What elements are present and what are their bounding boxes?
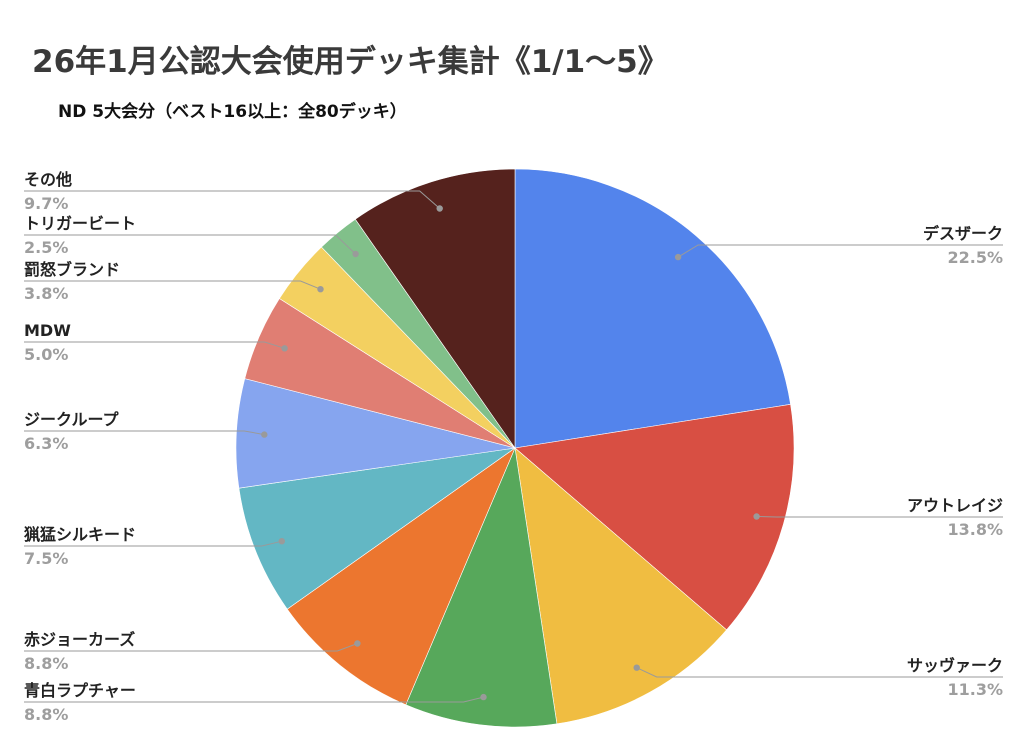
slice-label: サッヴァーク [907, 656, 1003, 675]
pie-slice [238, 447, 516, 610]
leader-line [24, 643, 358, 652]
slice-labels: デスザーク 22.5% アウトレイジ 13.8% サッヴァーク 11.3% 青白ラプチャー 8… [23, 170, 1003, 724]
leader-line [24, 341, 285, 349]
pie-slice [514, 447, 728, 725]
leader-line [24, 540, 282, 547]
pie-slice [514, 404, 795, 631]
slice-label: 赤ジョーカーズ [24, 630, 135, 649]
leader-line [756, 516, 1003, 518]
leader-dot [480, 693, 487, 701]
chart-title: 26年1月公認大会使用デッキ集計《1/1〜5》 [32, 44, 669, 80]
leader-dot [278, 538, 285, 545]
pie-slice [514, 168, 791, 449]
leader-dot [317, 286, 324, 293]
slice-percent: 9.7% [24, 194, 68, 213]
leader-line [677, 244, 1003, 258]
slice-label: デスザーク [923, 224, 1003, 243]
chart-subtitle: ND 5大会分（ベスト16以上：全80デッキ） [58, 101, 407, 122]
leader-line [636, 667, 1003, 678]
leader-dot [352, 250, 359, 258]
slice-label: 罰怒ブランド [24, 260, 120, 279]
slice-label: 青白ラプチャー [24, 681, 136, 700]
leader-line [24, 430, 265, 436]
slice-percent: 2.5% [24, 238, 68, 257]
leader-lines [24, 190, 1003, 703]
pie-slice [405, 446, 558, 728]
pie-slice [354, 168, 516, 449]
leader-dot [753, 513, 760, 520]
slice-label: その他 [24, 170, 72, 189]
pie-slice [286, 447, 516, 706]
slice-percent: 7.5% [24, 549, 68, 568]
slice-percent: 8.8% [24, 705, 68, 724]
leader-line [24, 234, 356, 255]
leader-dot [633, 664, 640, 671]
slice-label: MDW [24, 321, 71, 340]
slice-label: トリガービート [24, 214, 136, 233]
slice-percent: 22.5% [947, 248, 1003, 267]
slice-percent: 6.3% [24, 434, 68, 453]
leader-dot [354, 640, 361, 647]
leader-dot [261, 431, 268, 438]
leader-dot [281, 345, 288, 352]
leader-line [24, 696, 484, 703]
slice-percent: 3.8% [24, 284, 68, 303]
leader-line [24, 280, 321, 290]
slice-label: アウトレイジ [907, 496, 1003, 515]
slice-percent: 13.8% [947, 520, 1003, 539]
slice-percent: 5.0% [24, 345, 68, 364]
slice-label: 猟猛シルキード [23, 525, 136, 544]
pie-slices [235, 168, 795, 728]
slice-percent: 11.3% [947, 680, 1003, 699]
leader-line [24, 190, 441, 209]
leader-dot [436, 205, 443, 212]
slice-percent: 8.8% [24, 654, 68, 673]
leader-dot [674, 253, 682, 261]
slice-label: ジークループ [24, 410, 120, 429]
